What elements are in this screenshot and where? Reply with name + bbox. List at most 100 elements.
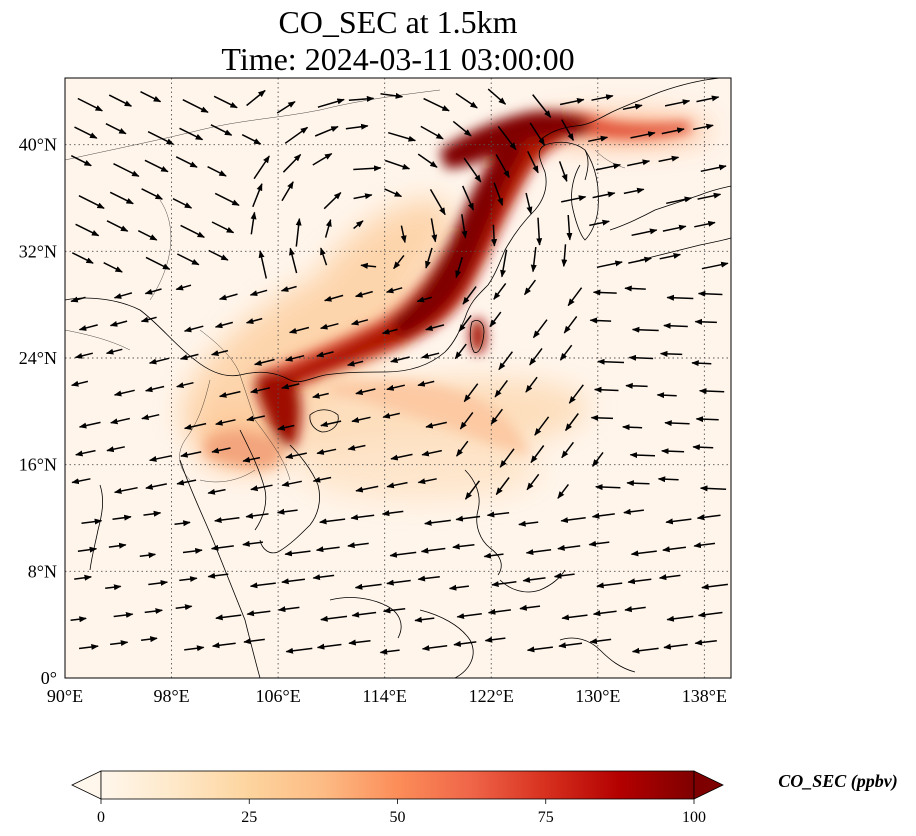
wind-arrow bbox=[354, 583, 382, 590]
wind-arrow bbox=[277, 606, 300, 613]
wind-arrow bbox=[591, 512, 615, 519]
wind-arrow bbox=[141, 636, 158, 643]
wind-arrow bbox=[70, 296, 86, 303]
wind-arrow bbox=[390, 453, 413, 461]
wind-arrow bbox=[70, 616, 87, 623]
wind-arrow bbox=[176, 381, 194, 389]
wind-arrow bbox=[319, 322, 339, 330]
wind-arrow bbox=[140, 91, 162, 103]
wind-arrow bbox=[105, 348, 123, 355]
wind-arrow bbox=[666, 615, 694, 622]
wind-arrow bbox=[487, 88, 507, 105]
wind-arrow bbox=[210, 124, 233, 136]
wind-arrow bbox=[430, 218, 438, 243]
wind-arrow bbox=[525, 376, 538, 393]
wind-arrow bbox=[425, 421, 447, 429]
wind-arrow bbox=[316, 351, 334, 358]
wind-arrow bbox=[489, 311, 502, 328]
wind-arrow bbox=[491, 581, 517, 588]
wind-arrow bbox=[210, 544, 234, 551]
wind-arrow bbox=[625, 382, 648, 389]
wind-arrow bbox=[423, 97, 450, 112]
colorbar: 0 25 50 75 100 CO_SEC (ppbv) bbox=[71, 770, 898, 826]
wind-arrow bbox=[386, 579, 411, 586]
wind-arrow bbox=[208, 249, 229, 261]
wind-arrow bbox=[106, 446, 125, 453]
wind-arrow bbox=[144, 288, 162, 295]
wind-arrow bbox=[179, 576, 198, 583]
wind-arrow bbox=[103, 262, 123, 273]
wind-arrow bbox=[416, 296, 433, 303]
wind-arrow bbox=[78, 195, 105, 209]
wind-arrow bbox=[693, 542, 716, 549]
wind-arrow bbox=[631, 228, 658, 237]
wind-arrow bbox=[316, 448, 337, 455]
wind-arrow bbox=[624, 285, 646, 292]
wind-arrow bbox=[417, 478, 437, 485]
wind-arrow bbox=[623, 187, 645, 195]
wind-arrow bbox=[140, 316, 157, 323]
wind-arrow bbox=[386, 481, 408, 489]
latitude-tick-labels: 0° 8°N 16°N 24°N 32°N 40°N bbox=[19, 135, 57, 688]
wind-arrow bbox=[624, 606, 646, 613]
wind-arrow bbox=[105, 123, 127, 135]
wind-arrow bbox=[455, 256, 464, 279]
wind-arrow bbox=[421, 645, 448, 652]
wind-arrow bbox=[659, 252, 682, 260]
wind-arrow bbox=[701, 261, 729, 270]
wind-arrow bbox=[568, 384, 584, 404]
wind-arrow bbox=[495, 154, 510, 179]
wind-arrow bbox=[701, 583, 728, 590]
wind-arrow bbox=[448, 584, 469, 591]
wind-arrow bbox=[210, 349, 229, 356]
wind-arrow bbox=[400, 225, 407, 244]
wind-arrow bbox=[246, 610, 271, 617]
wind-arrow bbox=[319, 518, 346, 525]
wind-arrow bbox=[143, 510, 162, 517]
wind-arrow bbox=[591, 451, 604, 467]
wind-arrow bbox=[183, 422, 207, 430]
wind-arrow bbox=[592, 610, 617, 617]
wind-arrow bbox=[417, 575, 440, 582]
wind-arrow bbox=[288, 326, 310, 334]
wind-arrow bbox=[106, 220, 129, 232]
wind-arrow bbox=[592, 289, 617, 296]
wind-arrow bbox=[243, 638, 265, 645]
wind-arrow bbox=[148, 357, 170, 365]
wind-arrow bbox=[249, 289, 268, 297]
wind-arrow bbox=[459, 411, 474, 430]
wind-arrow bbox=[631, 647, 659, 654]
wind-arrow bbox=[314, 125, 339, 137]
wind-arrow bbox=[558, 642, 583, 649]
wind-arrow bbox=[532, 94, 552, 118]
wind-arrow bbox=[421, 352, 440, 359]
wind-arrow bbox=[417, 380, 435, 387]
lon-tick-label: 122°E bbox=[469, 686, 514, 706]
wind-arrow bbox=[421, 449, 442, 457]
wind-arrow bbox=[461, 214, 468, 239]
wind-arrow bbox=[241, 134, 262, 145]
wind-arrow bbox=[250, 387, 270, 394]
wind-arrow bbox=[77, 97, 103, 112]
wind-arrow bbox=[458, 314, 472, 332]
wind-arrow bbox=[658, 574, 681, 581]
wind-arrow bbox=[697, 290, 723, 297]
wind-arrow bbox=[250, 484, 273, 492]
lat-tick-label: 40°N bbox=[19, 135, 57, 155]
wind-arrow bbox=[534, 416, 550, 436]
wind-arrow bbox=[486, 511, 510, 518]
wind-arrow bbox=[345, 123, 369, 130]
wind-arrow bbox=[144, 608, 163, 615]
wind-arrow bbox=[590, 414, 614, 421]
wind-arrow bbox=[623, 508, 644, 515]
wind-arrow bbox=[320, 615, 348, 622]
wind-arrow bbox=[593, 386, 619, 393]
wind-arrow bbox=[566, 214, 573, 241]
wind-arrow bbox=[523, 279, 537, 296]
lon-tick-label: 138°E bbox=[682, 686, 727, 706]
wind-arrow bbox=[455, 515, 481, 522]
wind-arrow bbox=[529, 122, 546, 146]
wind-arrow bbox=[463, 383, 479, 403]
wind-arrow bbox=[525, 192, 533, 215]
wind-arrow bbox=[456, 613, 482, 620]
